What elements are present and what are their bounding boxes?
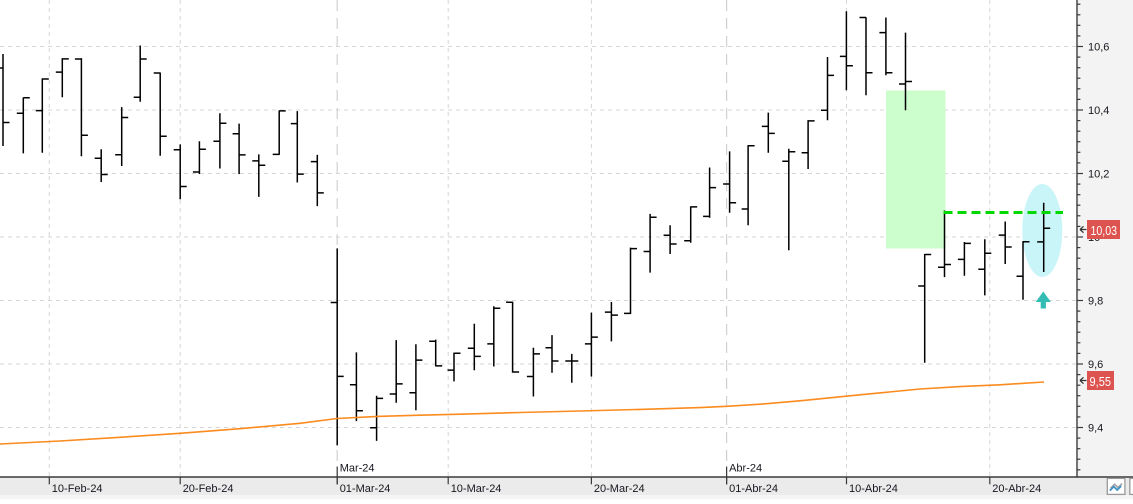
svg-text:20-Feb-24: 20-Feb-24 <box>183 483 234 495</box>
svg-text:9,6: 9,6 <box>1088 359 1103 371</box>
svg-text:Abr-24: Abr-24 <box>729 463 762 475</box>
svg-text:10,6: 10,6 <box>1088 42 1109 54</box>
svg-text:10,03: 10,03 <box>1091 223 1118 238</box>
svg-text:10-Abr-24: 10-Abr-24 <box>849 483 898 495</box>
svg-text:9,4: 9,4 <box>1088 423 1103 435</box>
svg-text:10,4: 10,4 <box>1088 105 1109 117</box>
svg-text:9,8: 9,8 <box>1088 296 1103 308</box>
svg-text:10,2: 10,2 <box>1088 169 1109 181</box>
svg-text:Mar-24: Mar-24 <box>340 463 375 475</box>
svg-text:01-Mar-24: 01-Mar-24 <box>340 483 391 495</box>
svg-text:20-Abr-24: 20-Abr-24 <box>992 483 1041 495</box>
svg-text:20-Mar-24: 20-Mar-24 <box>594 483 645 495</box>
svg-text:01-Abr-24: 01-Abr-24 <box>729 483 778 495</box>
svg-text:10-Mar-24: 10-Mar-24 <box>451 483 502 495</box>
svg-text:9,55: 9,55 <box>1090 374 1112 389</box>
svg-text:10-Feb-24: 10-Feb-24 <box>52 483 103 495</box>
